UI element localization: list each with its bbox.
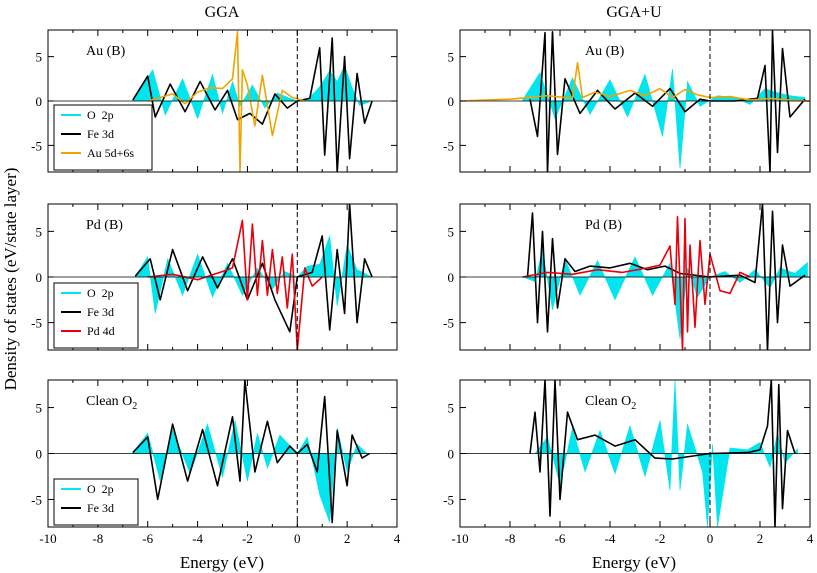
y-tick-label: 5	[448, 224, 455, 239]
x-axis-label-right: Energy (eV)	[592, 553, 676, 572]
panel-label: Pd (B)	[86, 218, 123, 233]
x-tick-label: 4	[394, 531, 401, 546]
x-tick-label: -10	[451, 531, 468, 546]
x-tick-label: 2	[757, 531, 764, 546]
series-pd-4d-line	[147, 219, 323, 350]
panel-label-subscript: 2	[631, 401, 636, 412]
y-tick-label: 0	[36, 447, 43, 462]
panel-gga-clean: -10 -8 -6 -4 -2 0 2 4 -5 0 5 Clean O2 O 2p Fe 3d	[31, 379, 401, 546]
y-tick-label: 5	[36, 224, 43, 239]
panel-ggau-au: -5 0 5 Au (B)	[443, 29, 811, 173]
x-tick-label: -8	[92, 531, 103, 546]
legend-box	[53, 478, 139, 526]
y-tick-label: -5	[31, 316, 42, 331]
plot-area	[522, 204, 808, 350]
x-tick-label: 2	[344, 531, 351, 546]
column-title-ggau: GGA+U	[606, 4, 662, 21]
panel-ggau-clean: -10 -8 -6 -4 -2 0 2 4 -5 0 5 Clean O2	[443, 379, 814, 546]
legend-entry: O 2p	[87, 108, 114, 122]
x-tick-label: 0	[707, 531, 714, 546]
legend-entry: Fe 3d	[87, 305, 114, 319]
legend-entry: Au 5d+6s	[87, 146, 134, 160]
panel-label: Au (B)	[86, 44, 126, 59]
x-tick-label: -6	[555, 531, 566, 546]
panel-ggau-pd: -5 0 5 Pd (B)	[443, 203, 811, 351]
y-tick-label: 5	[36, 50, 43, 65]
series-fe-3d-line	[529, 380, 796, 527]
y-axis-label: Density of states (eV/state layer)	[1, 168, 20, 391]
y-tick-label: -5	[31, 138, 42, 153]
x-tick-label: -4	[605, 531, 616, 546]
series-au-5d-6s-line	[147, 30, 306, 172]
x-tick-label: 0	[294, 531, 301, 546]
series-o-2p-area	[135, 235, 373, 314]
panel-label: Clean O2	[585, 394, 636, 412]
y-tick-label: 0	[448, 94, 455, 109]
y-tick-label: 0	[36, 94, 43, 109]
legend-entry: Fe 3d	[87, 501, 114, 515]
y-tick-label: 5	[448, 401, 455, 416]
x-tick-label: -8	[505, 531, 516, 546]
series-fe-3d-line	[529, 30, 806, 172]
legend-entry: O 2p	[87, 482, 114, 496]
legend: O 2p Fe 3d	[53, 478, 139, 526]
x-tick-label: 4	[807, 531, 814, 546]
y-tick-label: 0	[448, 270, 455, 285]
x-axis-label-left: Energy (eV)	[180, 553, 264, 572]
legend: O 2p Fe 3d Au 5d+6s	[53, 104, 153, 171]
y-tick-label: 5	[448, 50, 455, 65]
plot-area	[460, 30, 810, 172]
legend-entry: Fe 3d	[87, 127, 114, 141]
y-tick-label: -5	[31, 492, 42, 507]
series-au-5d-6s-line	[460, 61, 810, 102]
plot-area	[134, 204, 373, 350]
x-tick-label: -2	[242, 531, 253, 546]
series-fe-3d-line	[134, 204, 373, 333]
panel-label: Pd (B)	[585, 218, 622, 233]
series-pd-4d-line	[522, 216, 751, 350]
legend-entry: Pd 4d	[87, 324, 115, 338]
x-tick-label: -4	[192, 531, 203, 546]
panel-label: Au (B)	[585, 44, 625, 59]
legend-entry: O 2p	[87, 286, 114, 300]
x-tick-label: -2	[655, 531, 666, 546]
panel-gga-pd: -5 0 5 Pd (B) O 2p Fe 3d Pd 4d	[31, 203, 398, 351]
y-tick-label: -5	[443, 316, 454, 331]
y-tick-label: 0	[448, 447, 455, 462]
panel-label: Clean O2	[86, 394, 137, 412]
x-tick-label: -6	[142, 531, 153, 546]
plot-area	[132, 30, 373, 172]
column-title-gga: GGA	[205, 4, 240, 21]
y-tick-label: -5	[443, 492, 454, 507]
panel-label-subscript: 2	[132, 401, 137, 412]
panel-gga-au: -5 0 5 Au (B) O 2p Fe 3d Au 5d+6s	[31, 29, 398, 173]
plot-area	[132, 380, 371, 524]
y-tick-label: 0	[36, 270, 43, 285]
x-tick-label: -10	[39, 531, 56, 546]
y-tick-label: -5	[443, 138, 454, 153]
series-fe-3d-line	[526, 204, 806, 350]
y-tick-label: 5	[36, 401, 43, 416]
legend: O 2p Fe 3d Pd 4d	[53, 282, 139, 349]
series-fe-3d-line	[132, 380, 371, 524]
